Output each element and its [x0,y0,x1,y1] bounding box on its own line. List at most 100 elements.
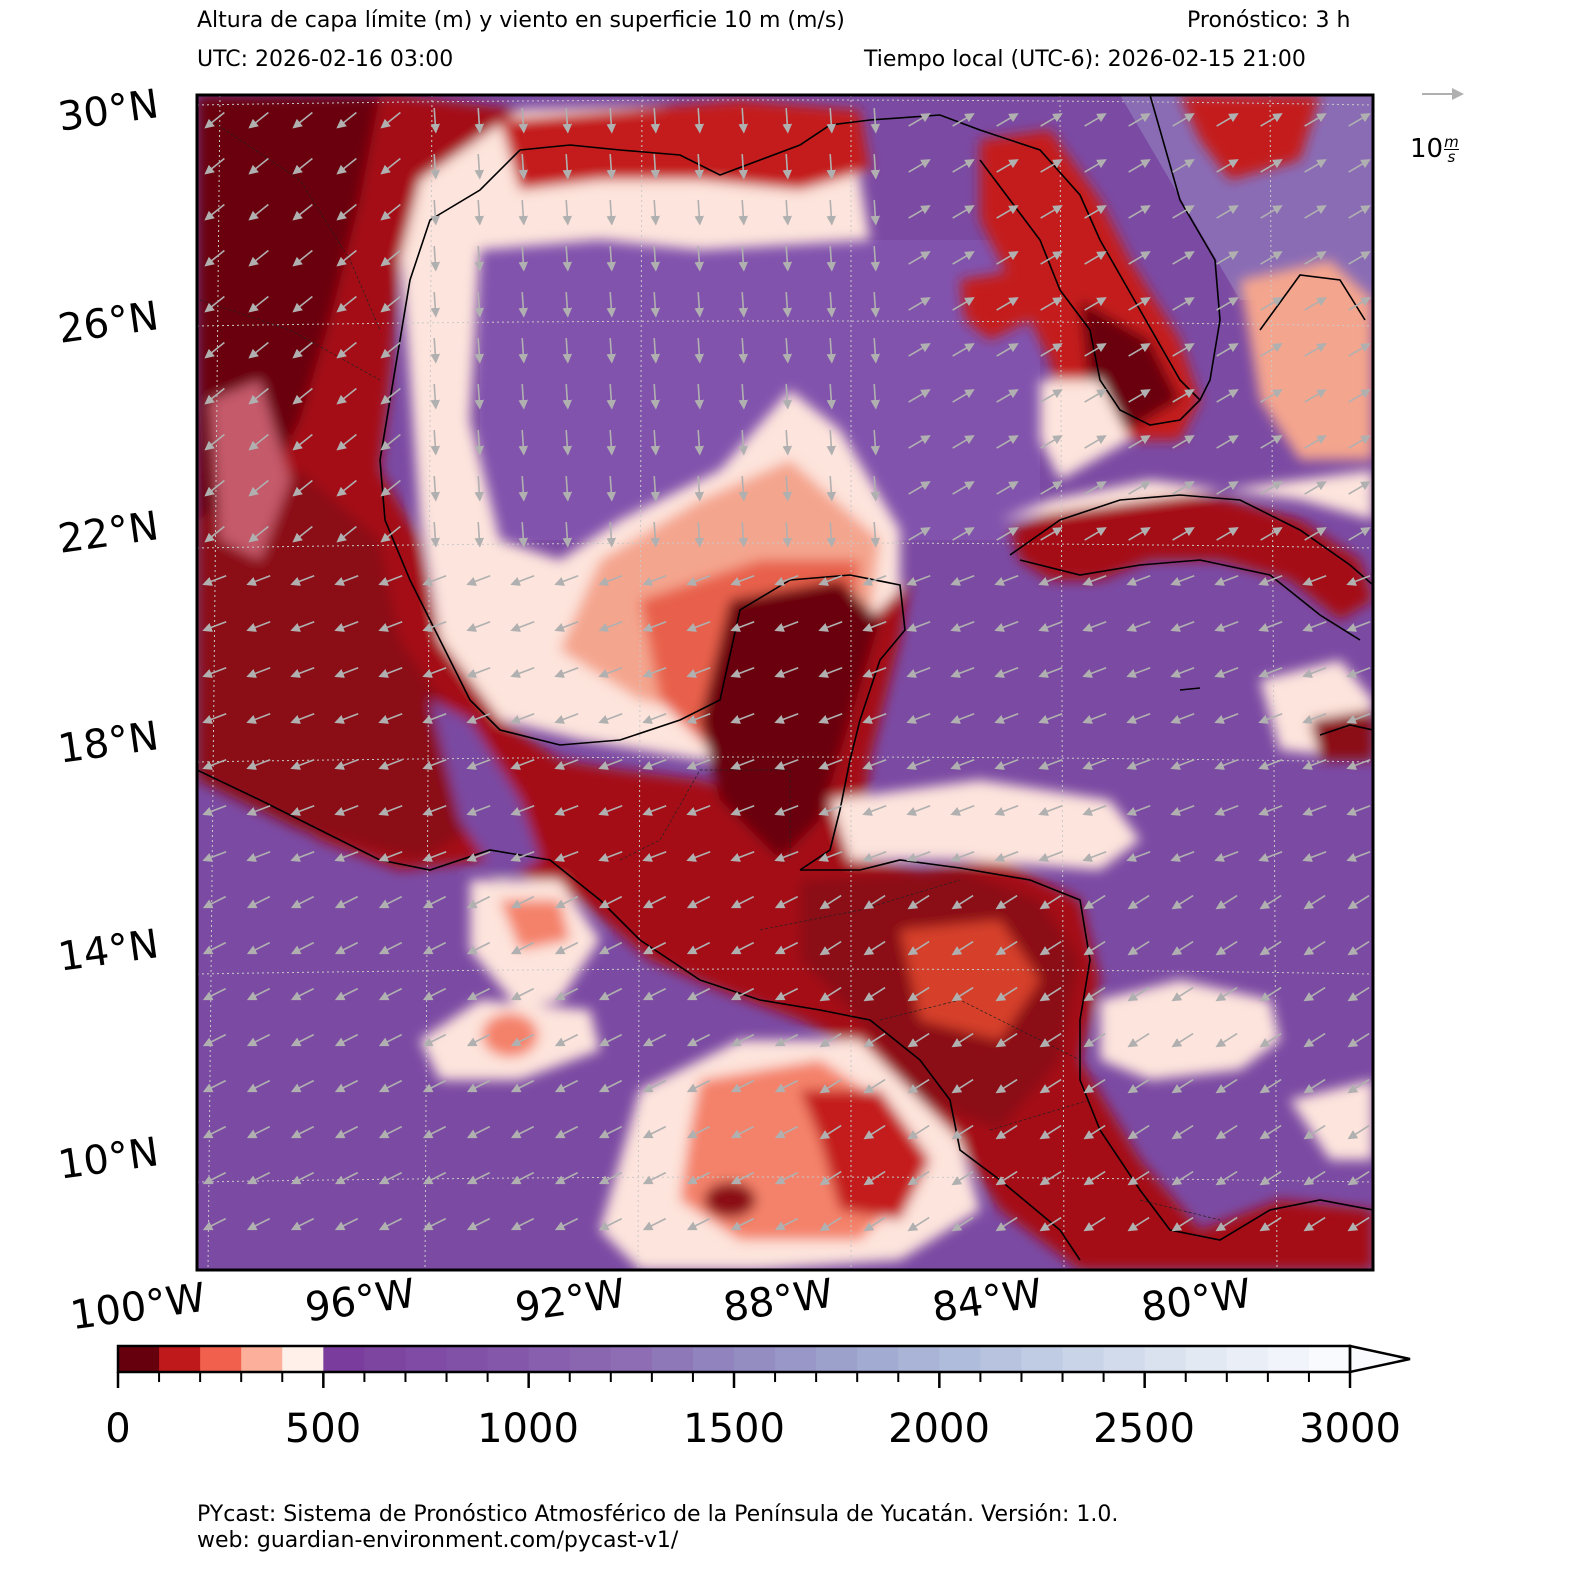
wind-arrow [686,850,711,862]
wind-arrow [686,987,711,1001]
cuba-north-coast [1009,494,1373,586]
colorbar-bin [939,1346,981,1372]
wind-arrow [996,251,1019,265]
footer-line-1: PYcast: Sistema de Pronóstico Atmosféric… [197,1502,1119,1527]
wind-arrow [1346,574,1371,586]
wind-arrow [1215,1032,1238,1048]
wind-arrow [1083,986,1106,1002]
wind-arrow [378,1125,403,1139]
wind-arrow [694,107,705,134]
wind-arrow [995,1216,1018,1232]
wind-arrow [336,341,357,359]
wind-arrow [951,1124,974,1140]
wind-arrow [826,383,837,410]
wind-arrow [908,481,931,495]
wind-arrow [510,1171,535,1185]
wind-arrow [202,1033,227,1047]
wind-arrow [1215,986,1238,1002]
wind-arrow [422,850,447,862]
wind-arrow [202,895,227,909]
wind-arrow [554,1171,579,1185]
wind-arrow [1347,940,1370,956]
wind-arrow [422,1217,447,1231]
wind-arrow [202,712,227,724]
wind-arrow [1039,1216,1062,1232]
wind-arrow [1258,804,1283,816]
wind-arrow [819,1170,842,1186]
wind-arrow [204,111,225,129]
wind-arrow [510,804,535,816]
wind-arrow [1082,620,1107,632]
wind-arrow [378,712,403,724]
wind-arrow [686,666,711,678]
atlantic-patch [1120,95,1373,300]
wind-arrow [422,941,447,955]
colorbar-bin [1062,1346,1105,1372]
wind-arrow [738,107,749,134]
wind-arrow [1302,712,1327,724]
wind-arrow [606,199,617,226]
wind-arrow [1039,1124,1062,1140]
wind-arrow [642,804,667,816]
wind-arrow [996,113,1019,127]
wind-arrow [1304,343,1327,357]
wind-arrow [694,291,705,318]
dark-spot-south [704,1182,756,1218]
wind-arrow [862,666,887,678]
wind-arrow [292,387,313,405]
wind-arrow [378,1079,403,1093]
wind-arrow [246,574,271,586]
wind-arrow [906,574,931,586]
wind-arrow [1172,205,1195,219]
wind-arrow [380,111,401,129]
wind-arrow [870,429,881,456]
wind-arrow [907,986,930,1002]
wind-arrow [1259,1032,1282,1048]
colorbar-bin [1267,1346,1310,1372]
wind-arrow [430,291,441,318]
wind-arrow [334,804,359,816]
wind-arrow [774,712,799,724]
wind-arrow [1348,389,1371,403]
wind-arrow [598,895,623,909]
grid-lon-80 [1269,95,1278,1270]
wind-arrow [1260,343,1283,357]
wind-arrow [1216,481,1239,495]
wind-arrow [290,987,315,1001]
colorbar-bin [1021,1346,1064,1372]
wind-arrow [782,521,793,548]
wind-arrow [518,153,529,180]
wind-arrow [292,479,313,497]
wind-arrow [246,941,271,955]
wind-arrow [474,475,485,502]
wind-arrow [642,850,667,862]
wind-arrow [1214,850,1239,862]
wind-arrow [1171,1170,1194,1186]
wind-arrow [248,433,269,451]
wind-arrow [554,1079,579,1093]
wind-arrow [598,850,623,862]
wind-arrow [1346,758,1371,770]
wind-arrow [1172,343,1195,357]
wind-arrow [819,1124,842,1140]
wind-arrow [380,203,401,221]
wind-arrow [782,383,793,410]
wind-arrow [606,245,617,272]
colorbar-bin [569,1346,612,1372]
colorbar-bin [692,1346,735,1372]
wind-arrow [1084,251,1107,265]
wind-arrow [819,1216,842,1232]
wind-arrow [204,387,225,405]
wind-arrow [606,153,617,180]
wind-arrow [598,1125,623,1139]
wind-arrow [1347,1078,1370,1094]
wind-arrow [1348,205,1371,219]
wind-arrow [650,291,661,318]
wind-arrow [380,433,401,451]
wind-arrow [1214,804,1239,816]
wind-arrow [1084,113,1107,127]
wind-arrow [1127,986,1150,1002]
wind-arrow [246,1125,271,1139]
wind-arrow [246,620,271,632]
wind-arrow [774,620,799,632]
